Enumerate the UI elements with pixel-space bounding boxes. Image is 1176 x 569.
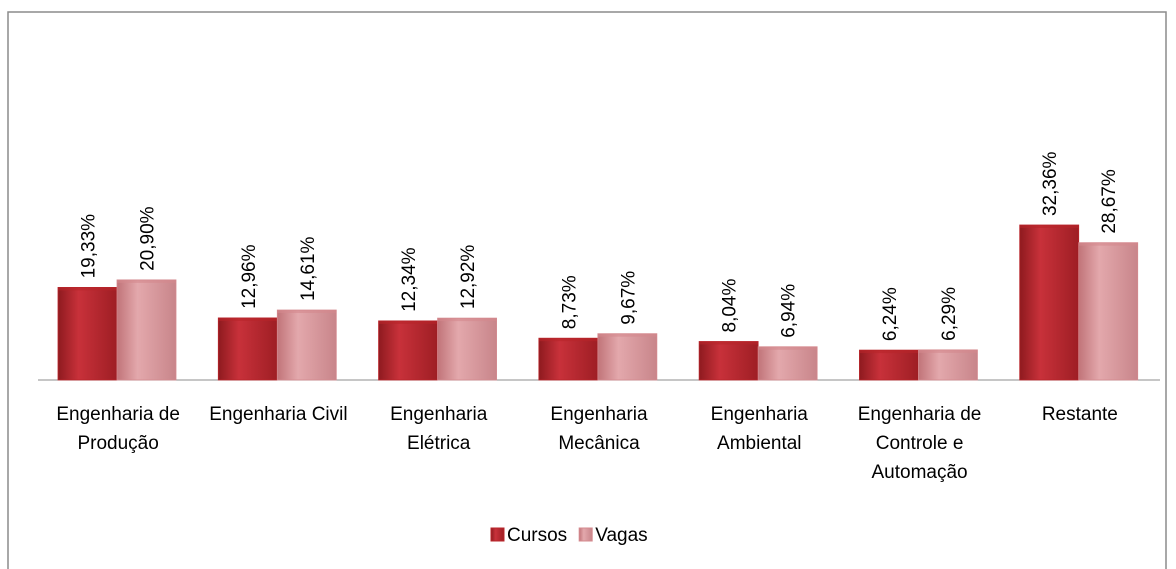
bar [217, 317, 278, 381]
bar-top [918, 349, 978, 353]
legend-label: Cursos [507, 525, 567, 546]
value-label: 6,24% [880, 287, 901, 341]
chart-frame [7, 11, 1167, 569]
bar [538, 337, 599, 381]
bar-top [597, 333, 657, 337]
bar-top [437, 318, 497, 322]
value-label: 28,67% [1099, 169, 1120, 234]
bar-top [277, 310, 337, 314]
bar-top [699, 341, 759, 345]
bar-top [538, 338, 598, 342]
bar-top [378, 320, 438, 324]
bar-top [218, 317, 278, 321]
bar [597, 333, 658, 381]
bar-top [859, 350, 919, 354]
value-label: 9,67% [618, 271, 639, 325]
x-tick-label: Engenharia Mecânica [550, 404, 648, 454]
legend-label: Vagas [595, 525, 647, 546]
bar [918, 349, 978, 381]
bar-top [1078, 242, 1138, 246]
bar [859, 349, 919, 381]
bar [378, 320, 438, 381]
legend-swatch [578, 527, 593, 542]
bar-top [1019, 224, 1079, 228]
bar [276, 309, 337, 381]
bar [116, 279, 177, 381]
x-tick-label: Engenharia Civil [209, 404, 348, 425]
value-label: 19,33% [79, 214, 100, 279]
bar [1078, 242, 1139, 381]
bar [1019, 224, 1080, 381]
x-tick-label: Engenharia de Produção [56, 404, 180, 454]
value-label: 32,36% [1040, 151, 1061, 216]
x-tick-label: Engenharia Ambiental [710, 404, 808, 454]
value-label: 12,92% [458, 245, 479, 310]
bar [698, 341, 759, 381]
value-label: 6,94% [779, 284, 800, 338]
bar-top [117, 279, 176, 283]
value-label: 14,61% [298, 236, 319, 301]
value-label: 20,90% [138, 206, 159, 271]
value-label: 12,96% [239, 244, 260, 309]
value-label: 8,73% [559, 275, 580, 329]
x-tick-label: Restante [1041, 404, 1118, 425]
x-tick-label: Engenharia de Controle e Automação [857, 404, 982, 483]
bar [57, 287, 118, 381]
value-label: 8,04% [720, 279, 741, 333]
bar-top [58, 287, 117, 291]
bar-top [758, 346, 818, 350]
value-label: 12,34% [399, 247, 420, 312]
value-label: 6,29% [939, 287, 960, 341]
bar [757, 346, 818, 381]
legend-swatch [490, 527, 505, 542]
bar [437, 317, 497, 381]
x-tick-label: Engenharia Elétrica [390, 404, 488, 454]
